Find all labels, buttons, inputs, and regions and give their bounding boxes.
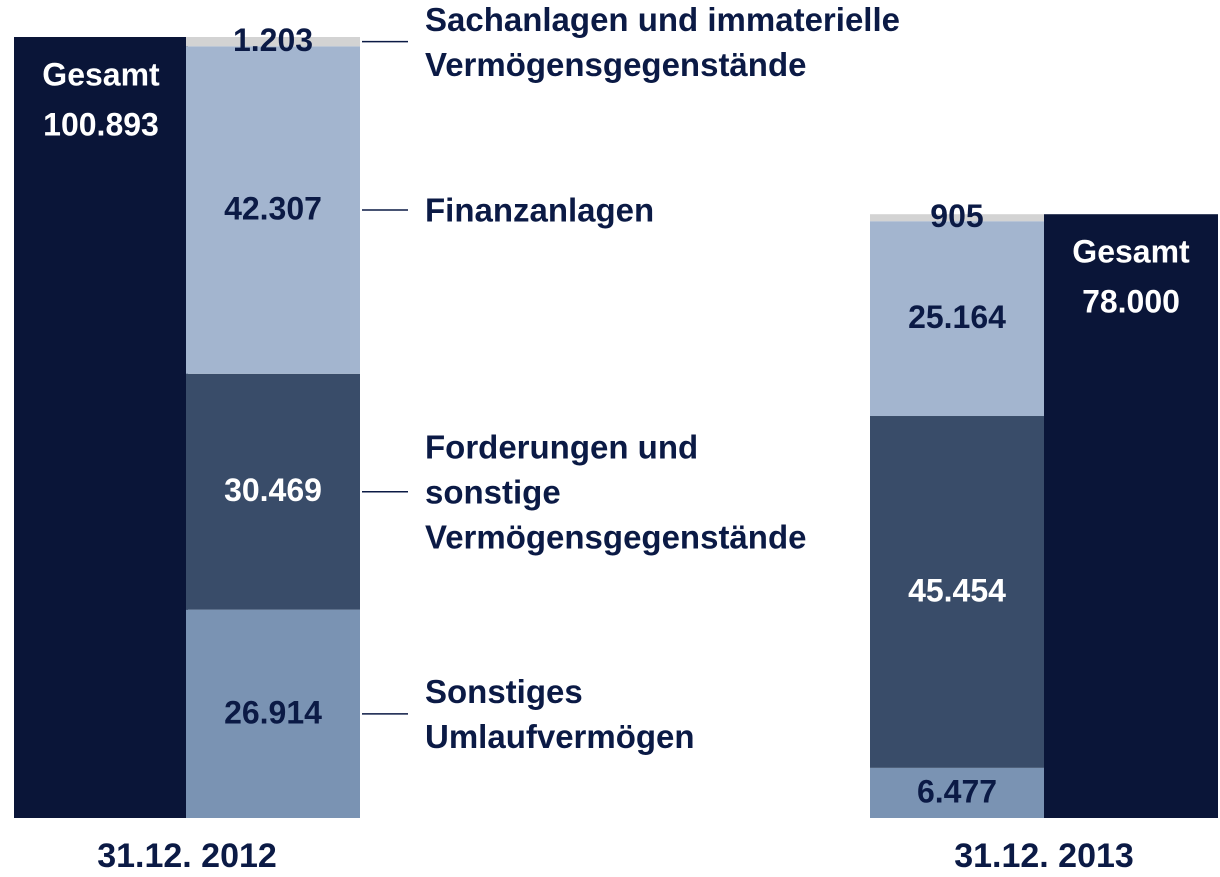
total-bar [14,37,188,818]
bar-segment [870,214,1044,222]
bar-segment [870,416,1044,768]
value-label: 905 [930,198,983,234]
total-value: 100.893 [43,106,159,142]
value-label: 1.203 [233,22,313,58]
bar-segment [186,37,360,47]
value-label: 45.454 [908,572,1006,608]
value-label: 26.914 [224,694,322,730]
bar-segment [870,221,1044,417]
bar-segment [186,609,360,818]
value-label: 42.307 [224,191,322,227]
total-value: 78.000 [1082,284,1180,320]
legend-label: Forderungen und sonstige Vermögensgegens… [425,428,807,556]
total-name: Gesamt [1072,234,1190,270]
bar-segment [870,767,1044,818]
value-label: 30.469 [224,472,322,508]
category-label: 31.12. 2013 [954,837,1134,875]
legend-label: Sonstiges Umlaufvermögen [425,672,695,755]
bar-segment [186,373,360,610]
bar-segment [186,46,360,374]
legend-label: Finanzanlagen [425,191,655,229]
category-label: 31.12. 2012 [97,837,277,875]
total-name: Gesamt [42,56,160,92]
value-label: 6.477 [917,773,997,809]
legend-label: Sachanlagen und immaterielle Vermögensge… [425,0,900,83]
value-label: 25.164 [908,299,1006,335]
total-bar [1044,214,1218,819]
